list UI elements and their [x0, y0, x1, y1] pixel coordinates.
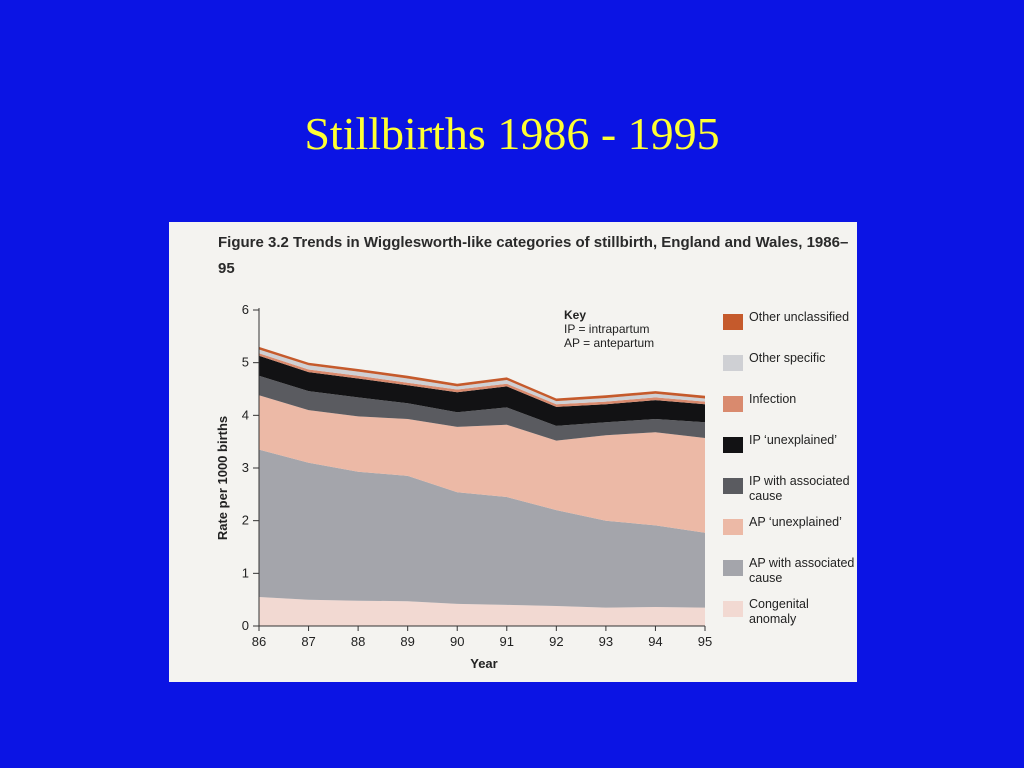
legend-label: Infection: [749, 392, 797, 406]
key-line-ap: AP = antepartum: [564, 336, 655, 350]
area-series-4: [259, 355, 705, 426]
y-axis-title: Rate per 1000 births: [215, 416, 230, 540]
x-tick-label: 87: [301, 634, 315, 649]
legend-swatch: [723, 355, 743, 371]
legend-label: Other unclassified: [749, 310, 850, 324]
x-axis-title: Year: [470, 656, 497, 671]
legend-swatch: [723, 478, 743, 494]
area-series-1: [259, 449, 705, 608]
key-box: Key IP = intrapartum AP = antepartum: [564, 308, 654, 350]
x-tick-label: 86: [252, 634, 266, 649]
x-tick-label: 95: [698, 634, 712, 649]
y-tick-label: 2: [242, 513, 249, 528]
x-tick-label: 88: [351, 634, 365, 649]
x-tick-label: 93: [599, 634, 613, 649]
y-tick-label: 1: [242, 565, 249, 580]
slide-title: Stillbirths 1986 - 1995: [304, 108, 720, 159]
key-line-ip: IP = intrapartum: [564, 322, 650, 336]
legend-swatch: [723, 396, 743, 412]
legend-label: AP with associated cause: [749, 556, 855, 585]
stacked-area-chart: 0 1 2 3 4 5 6 86 87 88 89 90 91 92 93 94 95 Year Rate per …: [215, 302, 712, 671]
y-tick-label: 0: [242, 618, 249, 633]
legend-label: Other specific: [749, 351, 826, 365]
area-series-2: [259, 395, 705, 533]
x-tick-label: 94: [648, 634, 662, 649]
area-series-3: [259, 375, 705, 441]
legend-label: Congenital anomaly: [749, 597, 809, 626]
x-tick-label: 92: [549, 634, 563, 649]
legend-swatch: [723, 519, 743, 535]
y-tick-label: 6: [242, 302, 249, 317]
x-tick-label: 89: [400, 634, 414, 649]
x-tick-label: 91: [500, 634, 514, 649]
figure-caption: Figure 3.2 Trends in Wigglesworth-like c…: [218, 234, 849, 277]
x-tick-label: 90: [450, 634, 464, 649]
key-title: Key: [564, 308, 587, 322]
legend-swatch: [723, 314, 743, 330]
legend-label: IP ‘unexplained’: [749, 433, 838, 447]
y-tick-label: 5: [242, 355, 249, 370]
legend-swatch: [723, 560, 743, 576]
legend-swatch: [723, 437, 743, 453]
legend-swatch: [723, 601, 743, 617]
legend-label: AP ‘unexplained’: [749, 515, 842, 529]
figure-panel: Figure 3.2 Trends in Wigglesworth-like c…: [169, 222, 857, 682]
y-tick-label: 3: [242, 460, 249, 475]
y-tick-label: 4: [242, 407, 249, 422]
legend-label: IP with associated cause: [749, 474, 850, 503]
area-series-0: [259, 597, 705, 626]
